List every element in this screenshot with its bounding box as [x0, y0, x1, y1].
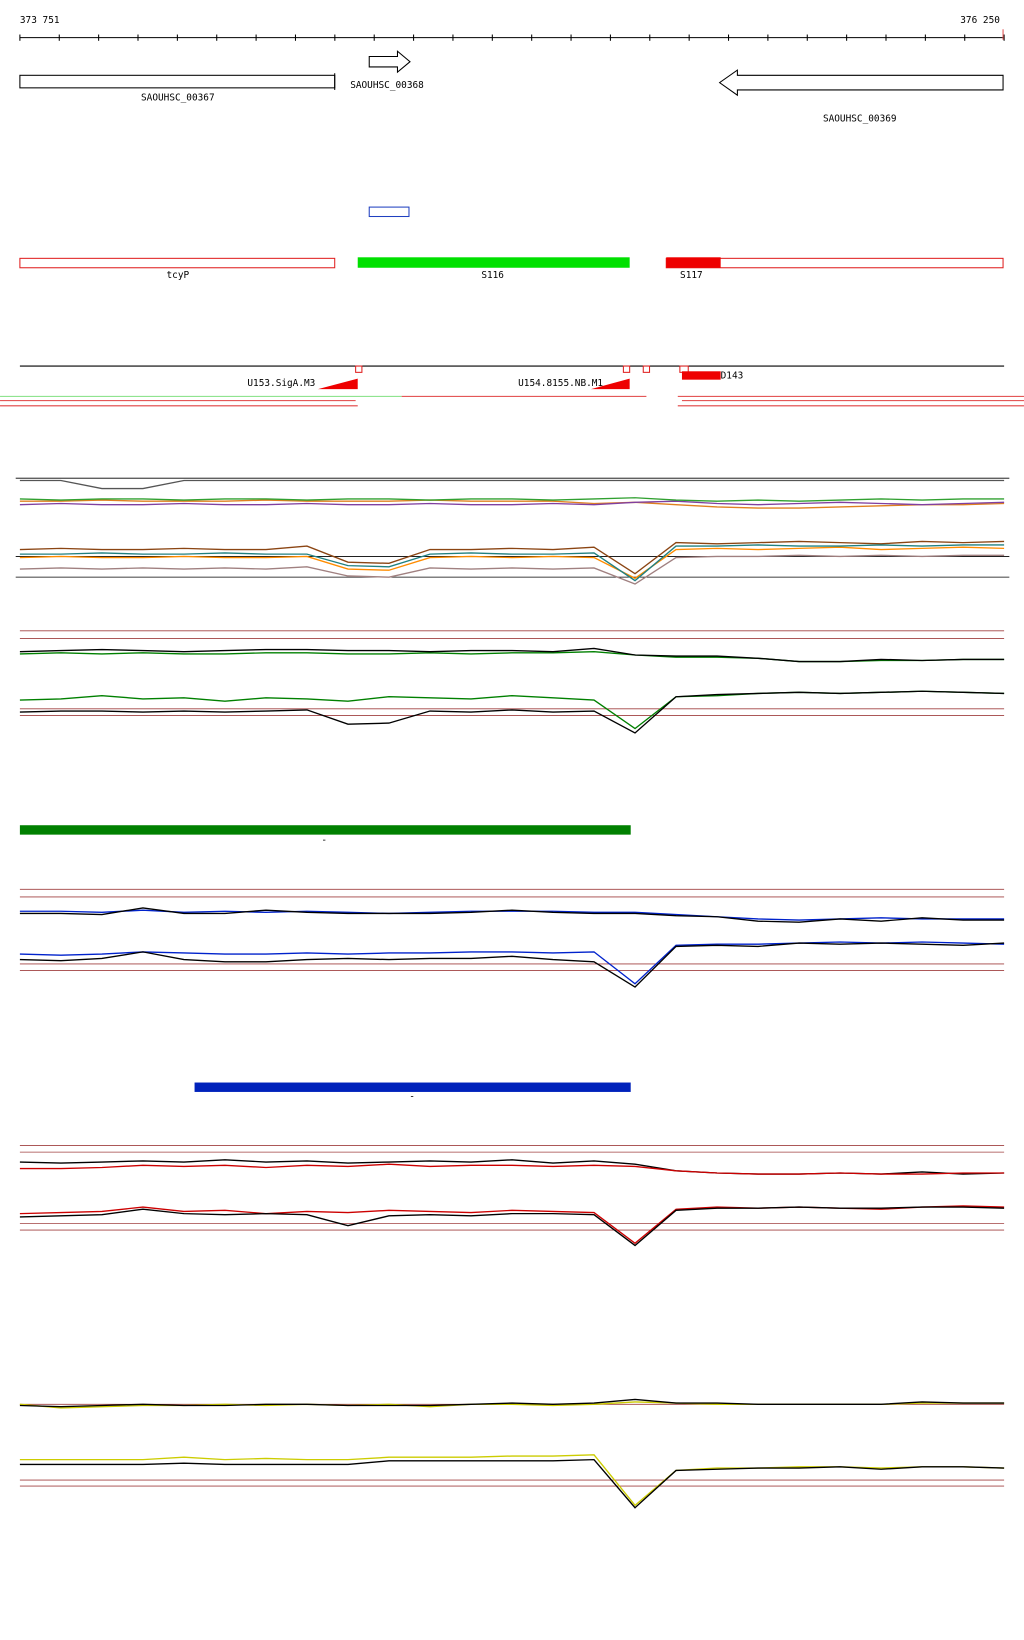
condition-label: - [321, 835, 327, 846]
profile-line [19, 1458, 1005, 1509]
condition-bar [19, 825, 631, 835]
ruler-end: 376 250 [960, 15, 1000, 26]
gene-label: SAOUHSC_00369 [823, 113, 897, 124]
profile-line [19, 1398, 1005, 1408]
condition-bar [194, 1082, 631, 1092]
profile-line [19, 942, 1005, 988]
profile-line [19, 1159, 1005, 1175]
feature-label: tcyP [167, 270, 190, 281]
feature-box [357, 257, 630, 268]
profile-line [19, 907, 1005, 923]
feature-label: S117 [680, 270, 703, 281]
gene-label: SAOUHSC_00367 [141, 92, 215, 103]
profile-line [19, 499, 1005, 509]
profile-line [19, 554, 1005, 585]
gene-label: SAOUHSC_00368 [350, 80, 424, 91]
gene-box [19, 74, 336, 89]
gene-arrow [368, 50, 411, 74]
gene-arrow [718, 69, 1004, 97]
feature-box [368, 206, 410, 218]
feature-box [666, 257, 721, 268]
promoter-mark [590, 378, 630, 390]
feature-box [19, 257, 336, 269]
profile-line [19, 540, 1005, 575]
promoter-label: U153.SigA.M3 [247, 378, 315, 389]
profile-line [19, 690, 1005, 734]
profile-line [19, 500, 1005, 506]
profile-line [19, 1163, 1005, 1175]
promoter-mark [317, 378, 358, 390]
promoter-mark [355, 365, 363, 373]
promoter-label: U154.8155.NB.M1 [518, 378, 603, 389]
promoter-label: D143 [721, 371, 744, 382]
promoter-mark [681, 371, 721, 380]
ruler-ticks [19, 34, 1005, 41]
profile-line [19, 497, 1005, 502]
profile-line [19, 544, 1005, 582]
profile-line [19, 647, 1005, 663]
condition-label: - [409, 1091, 415, 1102]
ruler-start: 373 751 [20, 15, 60, 26]
feature-label: S116 [481, 270, 504, 281]
promoter-mark [642, 365, 651, 373]
profile-line [19, 941, 1005, 985]
profile-line [19, 479, 1005, 490]
profile-line [19, 546, 1005, 580]
promoter-mark [622, 365, 631, 373]
profile-line [19, 1206, 1005, 1247]
